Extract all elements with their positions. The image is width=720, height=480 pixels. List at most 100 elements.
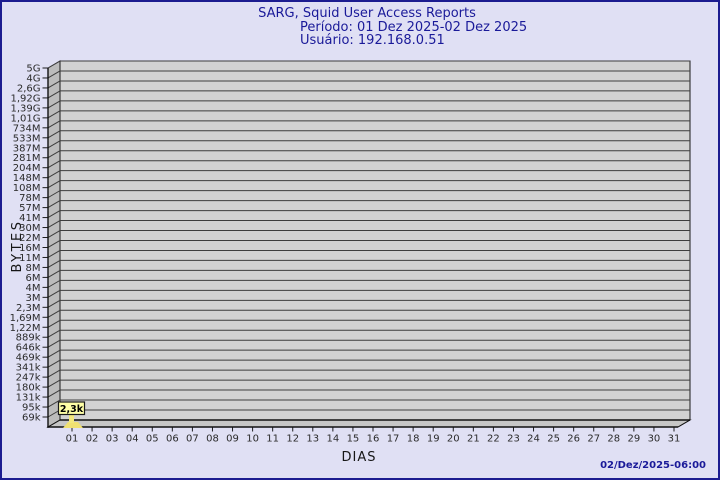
x-tick-label: 07 — [186, 434, 199, 445]
x-tick-label: 19 — [427, 434, 440, 445]
x-tick-label: 04 — [126, 434, 139, 445]
y-tick-label: 148M — [13, 173, 41, 184]
wall-depth-line — [47, 130, 61, 139]
axis-frame — [47, 68, 691, 428]
wall-depth-line — [47, 269, 61, 278]
wall-depth-line — [47, 329, 61, 338]
floor-right-edge — [677, 419, 691, 428]
wall-depth-line — [47, 170, 61, 179]
wall-depth-line — [47, 70, 61, 79]
wall-depth-line — [47, 100, 61, 109]
x-tick-label: 26 — [567, 434, 580, 445]
y-tick-label: 247k — [16, 373, 41, 384]
wall-depth-line — [47, 369, 61, 378]
wall-depth-line — [47, 230, 61, 238]
y-tick-label: 30M — [19, 223, 40, 234]
x-tick-label: 02 — [86, 434, 99, 445]
wall-depth-line — [47, 90, 61, 99]
chart-floor — [46, 419, 692, 428]
callout-stem — [69, 413, 74, 423]
x-tick-label: 11 — [266, 434, 279, 445]
chart-user: Usuário: 192.168.0.51 — [300, 33, 445, 48]
y-tick-label: 533M — [13, 133, 41, 144]
x-tick-label: 20 — [447, 434, 460, 445]
y-tick-label: 6M — [26, 273, 41, 284]
y-tick-label: 1,39G — [10, 103, 40, 114]
y-tick-label: 108M — [13, 183, 41, 194]
x-tick-label: 14 — [326, 434, 339, 445]
floor-left-edge — [47, 419, 61, 428]
grid-layer: 5G4G2,6G1,92G1,39G1,01G734M533M387M281M2… — [10, 60, 690, 445]
x-tick-label: 21 — [467, 434, 480, 445]
x-tick-label: 17 — [387, 434, 400, 445]
chart-title: SARG, Squid User Access Reports — [258, 6, 476, 21]
wall-depth-line — [47, 80, 61, 89]
wall-depth-line — [47, 150, 61, 159]
wall-depth-line — [47, 309, 61, 318]
x-tick-label: 23 — [507, 434, 520, 445]
y-tick-label: 387M — [13, 143, 41, 154]
x-tick-label: 06 — [166, 434, 179, 445]
wall-depth-line — [47, 389, 61, 398]
wall-depth-line — [47, 399, 61, 408]
x-tick-label: 27 — [587, 434, 600, 445]
x-tick-label: 09 — [226, 434, 239, 445]
y-tick-label: 180k — [16, 383, 41, 394]
y-tick-label: 646k — [16, 343, 41, 354]
wall-depth-line — [47, 299, 61, 308]
wall-depth-line — [47, 349, 61, 358]
x-tick-label: 24 — [527, 434, 540, 445]
wall-depth-line — [47, 279, 61, 288]
y-tick-label: 2,6G — [17, 83, 41, 94]
x-tick-label: 18 — [407, 434, 420, 445]
wall-depth-line — [47, 250, 61, 258]
y-tick-label: 57M — [19, 203, 40, 214]
wall-depth-line — [47, 379, 61, 388]
y-tick-label: 69k — [22, 413, 41, 424]
wall-depth-line — [47, 140, 61, 149]
x-tick-label: 10 — [246, 434, 259, 445]
x-axis-label: DIAS — [341, 450, 377, 465]
value-callout-label: 2,3k — [60, 404, 84, 415]
value-callout-box — [57, 401, 86, 416]
y-tick-label: 889k — [16, 333, 41, 344]
wall-depth-line — [47, 319, 61, 328]
x-tick-label: 05 — [146, 434, 159, 445]
wall-depth-line — [47, 220, 61, 228]
y-tick-label: 1,92G — [10, 93, 40, 104]
y-tick-label: 131k — [16, 393, 41, 404]
wall-depth-line — [47, 120, 61, 129]
wall-depth-line — [47, 60, 61, 69]
y-tick-label: 341k — [16, 363, 41, 374]
y-tick-label: 11M — [19, 253, 40, 264]
x-tick-label: 13 — [306, 434, 319, 445]
x-tick-label: 31 — [668, 434, 681, 445]
x-tick-label: 29 — [627, 434, 640, 445]
x-tick-label: 15 — [347, 434, 360, 445]
y-tick-label: 4M — [26, 283, 41, 294]
wall-depth-line — [47, 359, 61, 368]
y-tick-label: 8M — [26, 263, 41, 274]
x-tick-label: 22 — [487, 434, 500, 445]
wall-depth-line — [47, 259, 61, 268]
y-tick-label: 3M — [26, 293, 41, 304]
y-tick-label: 16M — [19, 243, 40, 254]
y-tick-label: 4G — [26, 73, 40, 84]
y-tick-label: 734M — [13, 123, 41, 134]
wall-depth-line — [47, 289, 61, 298]
y-tick-label: 41M — [19, 213, 40, 224]
data-point-group: 2,3k — [57, 401, 86, 428]
report-timestamp: 02/Dez/2025-06:00 — [600, 460, 706, 471]
y-tick-label: 204M — [13, 163, 41, 174]
wall-depth-line — [47, 160, 61, 169]
y-tick-label: 469k — [16, 353, 41, 364]
x-tick-label: 08 — [206, 434, 219, 445]
wall-depth-line — [47, 190, 61, 199]
wall-depth-line — [47, 210, 61, 219]
x-tick-label: 03 — [106, 434, 119, 445]
x-tick-label: 30 — [648, 434, 661, 445]
data-bar — [63, 422, 83, 428]
y-tick-label: 22M — [19, 233, 40, 244]
